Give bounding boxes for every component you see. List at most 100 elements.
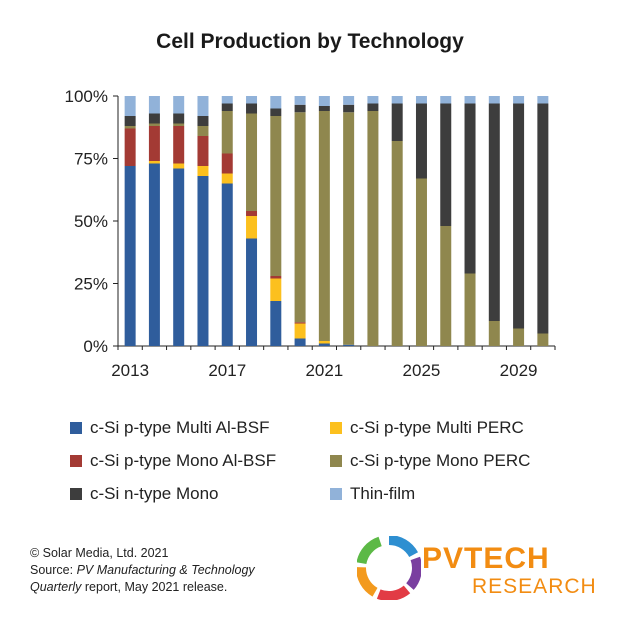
logo-text-research: RESEARCH bbox=[472, 575, 597, 598]
bar-segment bbox=[197, 136, 209, 166]
bar-segment bbox=[173, 126, 185, 164]
bar-segment bbox=[148, 113, 160, 124]
legend-item: c-Si n-type Mono bbox=[70, 484, 219, 504]
bar-segment bbox=[173, 163, 185, 169]
bar-segment bbox=[197, 176, 209, 346]
bar-segment bbox=[124, 166, 136, 346]
bar-segment bbox=[270, 276, 282, 279]
bar-segment bbox=[318, 111, 330, 341]
bar-segment bbox=[367, 96, 379, 104]
y-tick-label: 0% bbox=[83, 337, 108, 356]
bar-segment bbox=[124, 116, 136, 126]
source-line-2: Quarterly report, May 2021 release. bbox=[30, 580, 228, 594]
bar-segment bbox=[367, 111, 379, 346]
bar-segment bbox=[148, 161, 160, 164]
legend-item: c-Si p-type Multi Al-BSF bbox=[70, 418, 270, 438]
x-tick-label: 2029 bbox=[500, 361, 538, 380]
bar-segment bbox=[270, 108, 282, 116]
bar-segment bbox=[318, 341, 330, 344]
bar-segment bbox=[148, 126, 160, 161]
x-tick-label: 2017 bbox=[208, 361, 246, 380]
bar-segment bbox=[488, 96, 500, 104]
bar-segment bbox=[197, 126, 209, 136]
axes bbox=[113, 95, 556, 350]
legend-swatch bbox=[330, 455, 342, 467]
bar-segment bbox=[197, 166, 209, 176]
bar-segment bbox=[221, 103, 233, 111]
bar-segment bbox=[246, 216, 258, 239]
legend-label: c-Si p-type Multi Al-BSF bbox=[90, 418, 270, 437]
bar-segment bbox=[391, 103, 403, 141]
legend-item: Thin-film bbox=[330, 484, 415, 504]
axis-labels: 0% 25% 50% 75% 100% 2013 2017 2021 2025 2029 bbox=[65, 87, 538, 380]
bar-segment bbox=[246, 103, 258, 114]
stacked-bar-chart: 0% 25% 50% 75% 100% 2013 2017 2021 2025 2029 bbox=[65, 87, 556, 380]
legend-swatch bbox=[70, 455, 82, 467]
legend-swatch bbox=[330, 488, 342, 500]
bar-segment bbox=[148, 96, 160, 114]
bar-segment bbox=[294, 323, 306, 339]
bar-segment bbox=[318, 96, 330, 106]
bar-segment bbox=[294, 104, 306, 113]
bar-segment bbox=[270, 278, 282, 301]
bar-segment bbox=[464, 273, 476, 346]
bar-segment bbox=[221, 96, 233, 104]
bar-segment bbox=[343, 96, 355, 105]
bar-segment bbox=[488, 321, 500, 346]
bar-segment bbox=[391, 141, 403, 346]
bar-segment bbox=[270, 96, 282, 109]
bar-segment bbox=[246, 211, 258, 216]
bar-segment bbox=[415, 103, 427, 179]
copyright-text: © Solar Media, Ltd. 2021 bbox=[30, 546, 169, 560]
y-tick-label: 75% bbox=[74, 150, 108, 169]
y-tick-label: 25% bbox=[74, 275, 108, 294]
bar-segment bbox=[343, 344, 355, 346]
bars bbox=[124, 96, 549, 346]
source-line-1: Source: PV Manufacturing & Technology bbox=[30, 563, 255, 577]
bar-segment bbox=[294, 112, 306, 323]
bar-segment bbox=[294, 338, 306, 346]
bar-segment bbox=[318, 343, 330, 346]
legend-label: c-Si p-type Multi PERC bbox=[350, 418, 524, 437]
bar-segment bbox=[173, 168, 185, 346]
bar-segment bbox=[537, 333, 549, 346]
bar-segment bbox=[440, 103, 452, 226]
bar-segment bbox=[197, 96, 209, 116]
bar-segment bbox=[513, 96, 525, 104]
bar-segment bbox=[221, 173, 233, 184]
bar-segment bbox=[148, 123, 160, 126]
x-tick-label: 2021 bbox=[305, 361, 343, 380]
bar-segment bbox=[415, 96, 427, 104]
bar-segment bbox=[294, 322, 306, 324]
bar-segment bbox=[440, 226, 452, 346]
bar-segment bbox=[537, 103, 549, 334]
bar-segment bbox=[221, 153, 233, 174]
bar-segment bbox=[148, 163, 160, 346]
bar-segment bbox=[294, 96, 306, 105]
bar-segment bbox=[221, 183, 233, 346]
legend-item: c-Si p-type Multi PERC bbox=[330, 418, 524, 438]
bar-segment bbox=[464, 96, 476, 104]
legend-label: Thin-film bbox=[350, 484, 416, 503]
pvtech-research-logo: PVTECH RESEARCH bbox=[352, 528, 602, 603]
x-tick-label: 2013 bbox=[111, 361, 149, 380]
legend-swatch bbox=[70, 488, 82, 500]
bar-segment bbox=[343, 104, 355, 113]
bar-segment bbox=[488, 103, 500, 321]
bar-segment bbox=[343, 112, 355, 345]
legend-label: c-Si p-type Mono PERC bbox=[350, 451, 531, 470]
legend-swatch bbox=[70, 422, 82, 434]
bar-segment bbox=[221, 111, 233, 154]
bar-segment bbox=[270, 301, 282, 346]
bar-segment bbox=[124, 96, 136, 116]
bar-segment bbox=[246, 96, 258, 104]
y-tick-label: 100% bbox=[65, 87, 108, 106]
bar-segment bbox=[246, 238, 258, 346]
legend-swatch bbox=[330, 422, 342, 434]
bar-segment bbox=[537, 96, 549, 104]
bar-segment bbox=[124, 128, 136, 166]
bar-segment bbox=[513, 328, 525, 346]
bar-segment bbox=[270, 116, 282, 276]
x-tick-label: 2025 bbox=[403, 361, 441, 380]
legend-label: c-Si p-type Mono Al-BSF bbox=[90, 451, 277, 470]
